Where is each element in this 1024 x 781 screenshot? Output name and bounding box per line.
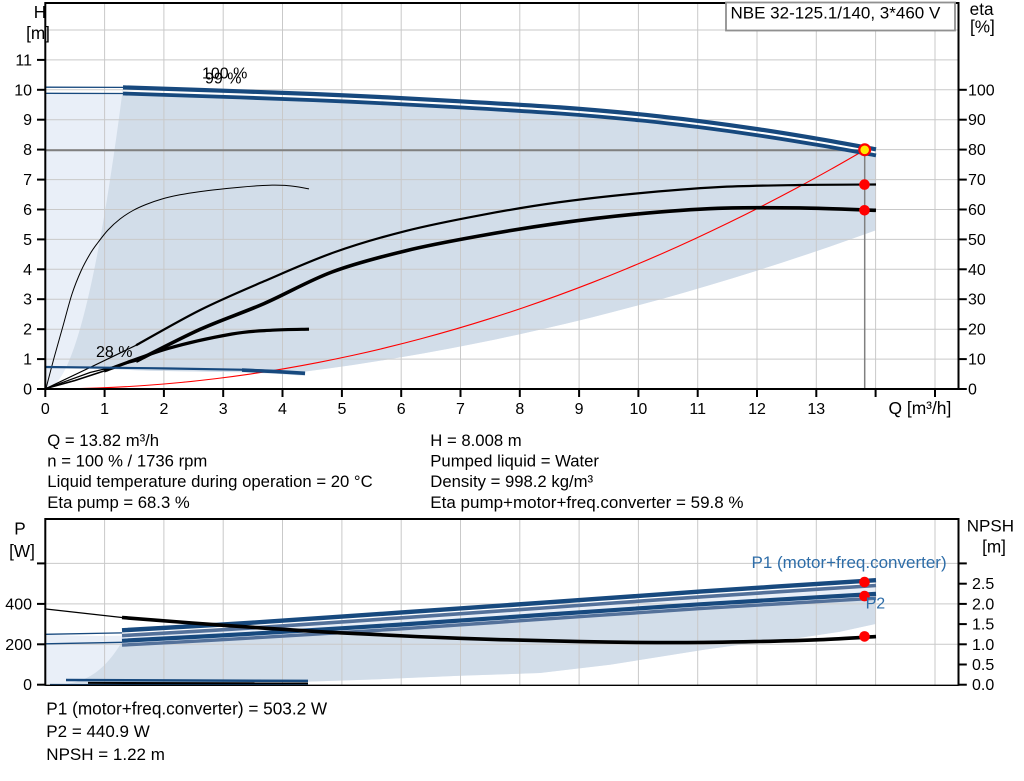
svg-text:400: 400	[5, 596, 32, 613]
svg-text:7: 7	[456, 401, 465, 418]
svg-text:[%]: [%]	[970, 17, 995, 37]
svg-text:Density = 998.2 kg/m³: Density = 998.2 kg/m³	[430, 472, 593, 491]
svg-text:90: 90	[968, 112, 986, 129]
svg-text:28 %: 28 %	[96, 344, 132, 361]
svg-text:70: 70	[968, 172, 986, 189]
svg-text:50: 50	[968, 232, 986, 249]
svg-text:Q = 13.82 m³/h: Q = 13.82 m³/h	[47, 431, 159, 450]
svg-text:3: 3	[23, 292, 32, 309]
svg-text:30: 30	[968, 292, 986, 309]
svg-text:[m]: [m]	[982, 537, 1006, 557]
svg-text:Pumped liquid = Water: Pumped liquid = Water	[430, 452, 599, 471]
svg-text:P2 = 440.9 W: P2 = 440.9 W	[46, 722, 149, 741]
svg-text:2.5: 2.5	[972, 576, 994, 593]
svg-text:P: P	[14, 519, 25, 539]
svg-text:10: 10	[968, 352, 986, 369]
svg-text:0: 0	[41, 401, 50, 418]
svg-text:H = 8.008 m: H = 8.008 m	[430, 431, 521, 450]
svg-text:1: 1	[23, 352, 32, 369]
svg-text:0.0: 0.0	[972, 677, 994, 694]
svg-text:5: 5	[23, 232, 32, 249]
svg-text:1: 1	[100, 401, 109, 418]
svg-text:9: 9	[575, 401, 584, 418]
svg-text:4: 4	[278, 401, 287, 418]
svg-text:11: 11	[15, 52, 32, 69]
svg-text:NBE 32-125.1/140, 3*460 V: NBE 32-125.1/140, 3*460 V	[730, 4, 940, 23]
svg-text:20: 20	[968, 322, 986, 339]
svg-text:H: H	[34, 2, 46, 22]
svg-text:6: 6	[23, 202, 32, 219]
svg-text:Eta pump = 68.3 %: Eta pump = 68.3 %	[47, 493, 190, 512]
svg-text:NPSH = 1.22 m: NPSH = 1.22 m	[46, 745, 165, 764]
svg-text:[m]: [m]	[26, 23, 50, 43]
svg-text:2.0: 2.0	[972, 596, 994, 613]
svg-text:80: 80	[968, 142, 986, 159]
svg-text:8: 8	[515, 401, 524, 418]
svg-text:2: 2	[23, 322, 32, 339]
svg-text:1.0: 1.0	[972, 637, 994, 654]
svg-text:12: 12	[748, 401, 766, 418]
svg-text:4: 4	[23, 262, 32, 279]
svg-text:13: 13	[807, 401, 825, 418]
svg-text:P2: P2	[866, 595, 886, 612]
svg-text:9: 9	[23, 112, 32, 129]
svg-text:0: 0	[23, 382, 32, 399]
svg-text:40: 40	[968, 262, 986, 279]
svg-text:1.5: 1.5	[972, 617, 994, 634]
svg-text:100: 100	[968, 82, 995, 99]
svg-text:2: 2	[159, 401, 168, 418]
svg-text:6: 6	[397, 401, 406, 418]
svg-text:P1 (motor+freq.converter) = 50: P1 (motor+freq.converter) = 503.2 W	[46, 698, 328, 718]
svg-text:NPSH: NPSH	[967, 517, 1014, 536]
svg-text:99 %: 99 %	[205, 71, 241, 88]
svg-text:8: 8	[23, 142, 32, 159]
svg-text:60: 60	[968, 202, 986, 219]
svg-text:Eta pump+motor+freq.converter: Eta pump+motor+freq.converter = 59.8 %	[430, 493, 743, 512]
svg-text:0: 0	[23, 677, 32, 694]
svg-text:n = 100 % / 1736 rpm: n = 100 % / 1736 rpm	[47, 452, 207, 471]
svg-text:[W]: [W]	[9, 541, 35, 561]
svg-text:200: 200	[5, 637, 32, 654]
svg-text:5: 5	[337, 401, 346, 418]
svg-text:100 %: 100 %	[202, 66, 247, 83]
svg-text:11: 11	[689, 401, 706, 418]
svg-text:Q [m³/h]: Q [m³/h]	[889, 398, 952, 418]
svg-text:10: 10	[630, 401, 648, 418]
svg-text:P1 (motor+freq.converter): P1 (motor+freq.converter)	[752, 553, 947, 572]
svg-text:eta: eta	[970, 0, 994, 19]
svg-text:0: 0	[968, 382, 977, 399]
svg-text:0.5: 0.5	[972, 657, 994, 674]
svg-text:3: 3	[219, 401, 228, 418]
svg-text:10: 10	[14, 82, 32, 99]
svg-text:7: 7	[23, 172, 32, 189]
svg-text:Liquid temperature during oper: Liquid temperature during operation = 20…	[47, 472, 372, 491]
